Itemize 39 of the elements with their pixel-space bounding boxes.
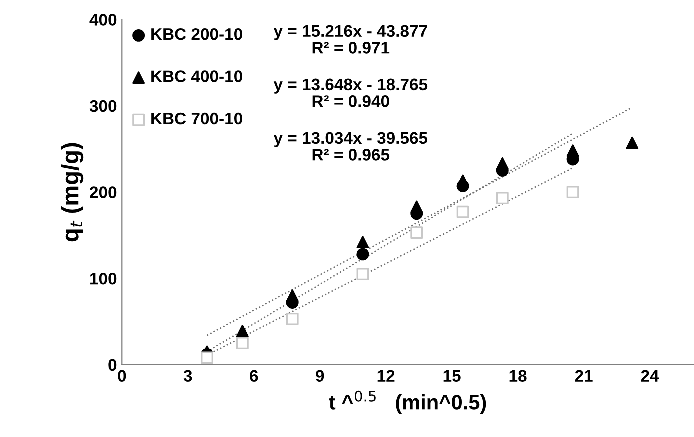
y-tick-label: 400 xyxy=(90,14,117,26)
point xyxy=(356,236,370,249)
x-tick-label: 3 xyxy=(184,370,192,382)
y-tick-label: 100 xyxy=(90,272,117,285)
x-tick-label: 6 xyxy=(250,370,258,382)
point xyxy=(456,206,470,218)
text: t ^$^{0.5}$ (min^0.5) xyxy=(329,390,486,414)
x-tick-label: 15 xyxy=(444,370,461,382)
point xyxy=(626,136,639,150)
x-tick-label: 24 xyxy=(641,370,660,382)
y-tick-label: 300 xyxy=(90,100,117,112)
x-tick-label: 18 xyxy=(510,370,527,382)
point xyxy=(236,337,249,350)
legend-label: KBC 400-10 xyxy=(152,70,242,82)
point xyxy=(286,312,299,326)
point xyxy=(201,352,214,364)
legend-label: KBC 200-10 xyxy=(152,28,242,40)
point xyxy=(356,268,370,280)
annotation: y = 13.648x - 18.765 R² = 0.940 xyxy=(274,78,428,108)
x-tick-label: 12 xyxy=(378,370,395,382)
point xyxy=(496,192,509,205)
y-tick-label: 0 xyxy=(108,359,117,372)
y-tick-label: 200 xyxy=(90,186,117,198)
y-axis-title: q$_{t}$ (mg/g) xyxy=(61,143,84,242)
point xyxy=(286,290,299,302)
point xyxy=(410,200,424,214)
annotation: y = 13.034x - 39.565 R² = 0.965 xyxy=(274,132,428,161)
point xyxy=(356,248,370,261)
x-tick-label: 0 xyxy=(118,370,126,382)
point xyxy=(456,174,470,188)
point xyxy=(566,186,580,198)
x-tick-label: 9 xyxy=(316,370,324,382)
x-tick-label: 21 xyxy=(575,370,593,382)
point xyxy=(496,158,509,170)
annotation: y = 15.216x - 43.877 R² = 0.971 xyxy=(274,25,428,54)
legend-label: KBC 700-10 xyxy=(152,112,242,125)
point xyxy=(236,325,249,338)
point xyxy=(566,144,580,158)
point xyxy=(410,226,424,240)
